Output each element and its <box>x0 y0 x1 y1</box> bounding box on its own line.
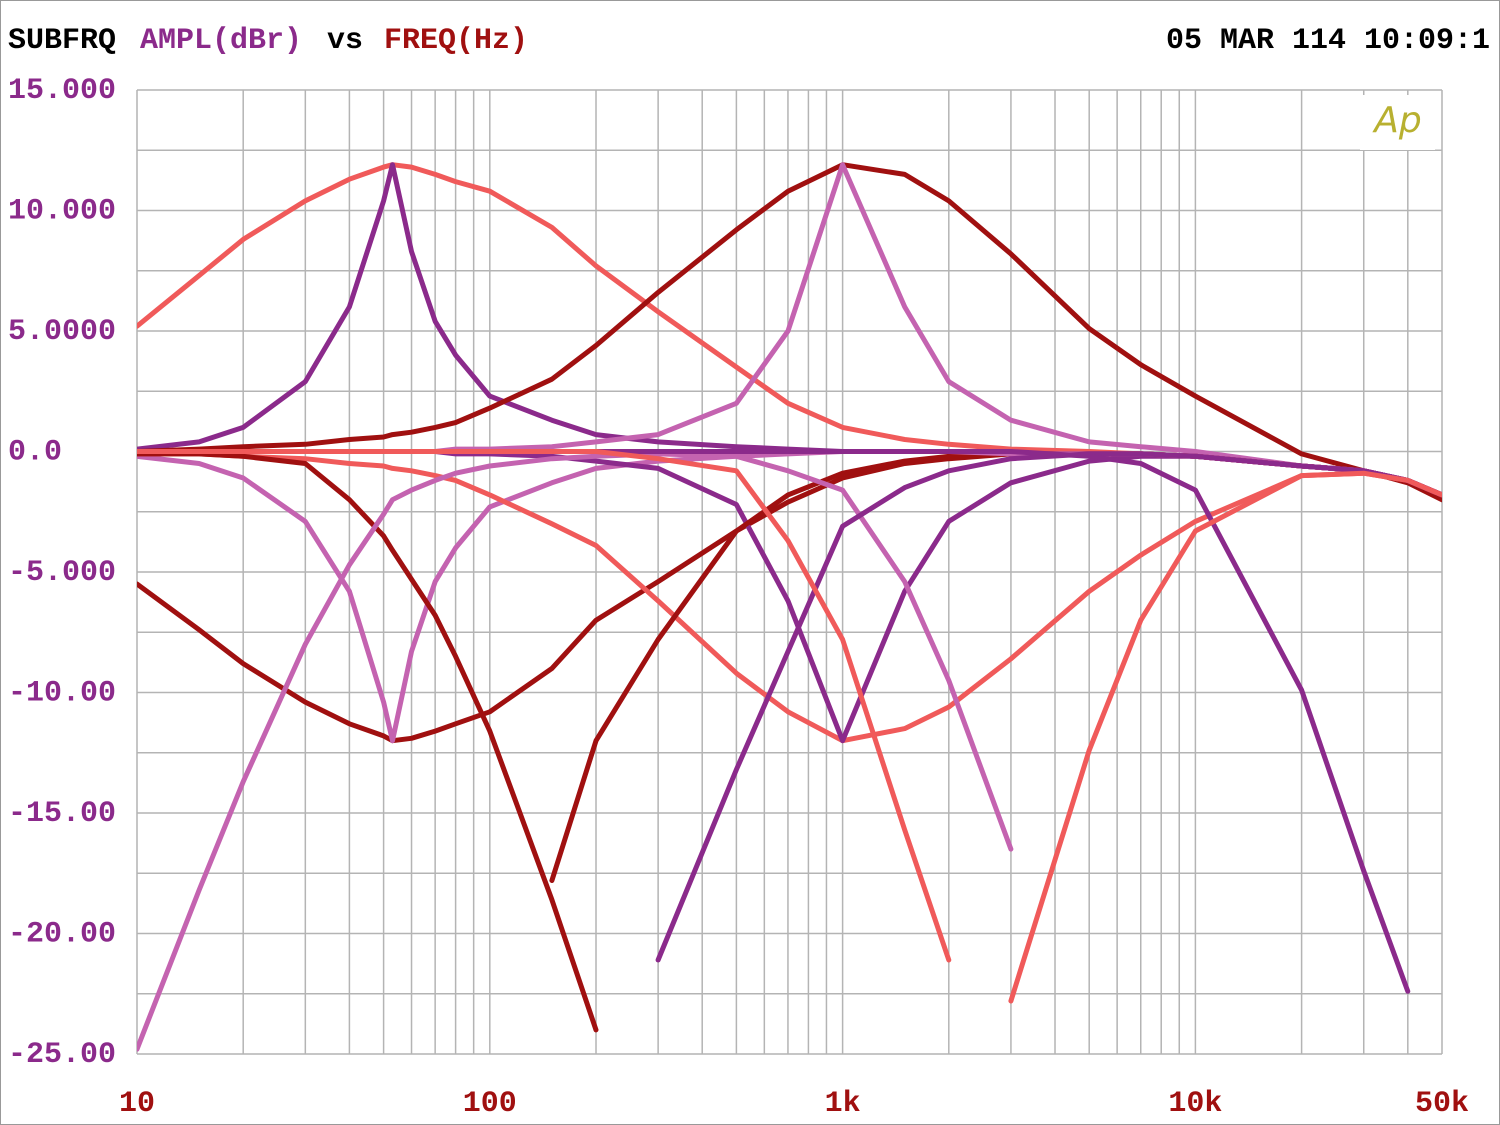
x-tick-label: 10 <box>119 1087 155 1121</box>
series-line <box>137 451 599 1033</box>
series-line <box>137 451 1442 744</box>
y-axis-label: AMPL(dBr) <box>140 24 302 58</box>
series-line <box>137 162 1442 503</box>
logo-backdrop <box>1360 95 1435 150</box>
y-tick-label: 5.0000 <box>8 315 116 349</box>
series-line <box>1008 470 1442 1004</box>
y-tick-label: -20.00 <box>8 917 116 951</box>
y-tick-label: -5.000 <box>8 556 116 590</box>
x-axis-label: FREQ(Hz) <box>384 24 528 58</box>
grid <box>136 89 1443 1055</box>
x-tick-label: 10k <box>1168 1087 1222 1121</box>
x-tick-label: 50k <box>1415 1087 1469 1121</box>
x-tick-label: 1k <box>825 1087 861 1121</box>
title-vs: vs <box>327 24 363 58</box>
x-tick-label: 100 <box>463 1087 517 1121</box>
y-tick-label: 15.000 <box>8 74 116 108</box>
chart-title: SUBFRQ <box>8 24 116 58</box>
timestamp: 05 MAR 114 10:09:1 <box>1166 24 1490 58</box>
plot-lines <box>137 162 1442 1052</box>
y-tick-label: 10.000 <box>8 194 116 228</box>
logo: Ap <box>1372 100 1421 141</box>
y-tick-label: -15.00 <box>8 797 116 831</box>
series-line <box>137 449 952 963</box>
y-tick-label: -10.00 <box>8 676 116 710</box>
y-tick-label: 0.0 <box>8 435 62 469</box>
y-tick-label: -25.00 <box>8 1038 116 1072</box>
